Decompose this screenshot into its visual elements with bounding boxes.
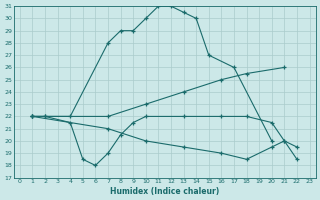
X-axis label: Humidex (Indice chaleur): Humidex (Indice chaleur): [110, 187, 219, 196]
